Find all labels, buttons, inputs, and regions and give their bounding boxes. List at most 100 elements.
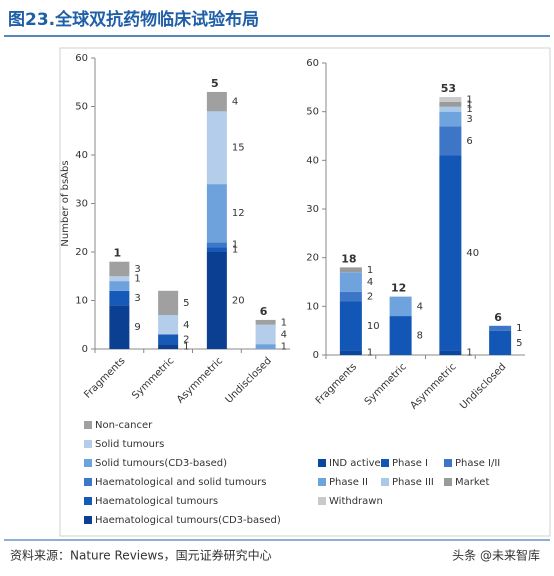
total-label: 53 bbox=[441, 82, 456, 95]
bar-segment bbox=[389, 296, 412, 317]
value-label: 9 bbox=[134, 322, 140, 333]
bar-segment bbox=[389, 316, 412, 355]
value-label: 1 bbox=[367, 348, 373, 359]
legend-label: Phase I bbox=[392, 458, 428, 469]
bar-segment bbox=[439, 111, 462, 127]
legend-label: Phase I/II bbox=[455, 458, 500, 469]
bar-segment bbox=[206, 242, 227, 248]
x-tick-label: Undisclosed bbox=[458, 361, 508, 411]
legend-swatch bbox=[318, 478, 326, 486]
value-label: 2 bbox=[183, 334, 189, 345]
bar-segment bbox=[158, 344, 179, 349]
value-label: 1 bbox=[466, 95, 472, 106]
legend-swatch bbox=[84, 478, 92, 486]
bar-segment bbox=[255, 344, 276, 349]
y-tick-label: 10 bbox=[75, 296, 88, 307]
total-label: 1 bbox=[114, 247, 122, 260]
bar-segment bbox=[206, 184, 227, 243]
y-tick-label: 20 bbox=[75, 247, 88, 258]
y-tick-label: 0 bbox=[313, 350, 319, 361]
value-label: 1 bbox=[134, 274, 140, 285]
x-tick-label: Fragments bbox=[314, 361, 359, 406]
value-label: 1 bbox=[281, 342, 287, 353]
legend-label: Solid tumours bbox=[95, 439, 164, 450]
legend-label: Market bbox=[455, 477, 489, 488]
value-label: 8 bbox=[417, 331, 423, 342]
bar-segment bbox=[339, 350, 362, 355]
legend-label: Withdrawn bbox=[329, 496, 383, 507]
legend-label: IND active bbox=[329, 458, 381, 469]
x-tick-label: Fragments bbox=[82, 355, 127, 400]
total-label: 6 bbox=[260, 305, 268, 318]
legend-label: Phase II bbox=[329, 477, 368, 488]
value-label: 5 bbox=[516, 338, 522, 349]
y-tick-label: 0 bbox=[82, 344, 88, 355]
source: 资料来源：Nature Reviews，国元证券研究中心 bbox=[10, 548, 272, 563]
x-tick-label: Asymmetric bbox=[175, 355, 225, 405]
frame bbox=[59, 47, 551, 537]
legend-swatch bbox=[381, 459, 389, 467]
legend-swatch bbox=[84, 459, 92, 467]
legend-label: Phase III bbox=[392, 477, 434, 488]
bar-segment bbox=[206, 252, 227, 349]
bar-segment bbox=[206, 111, 227, 185]
total-label: 12 bbox=[391, 282, 406, 295]
legend-swatch bbox=[84, 497, 92, 505]
legend-label: Haematological and solid tumours bbox=[95, 477, 267, 488]
bar-segment bbox=[439, 155, 462, 351]
value-label: 15 bbox=[232, 143, 245, 154]
value-label: 4 bbox=[281, 329, 287, 340]
bar-segment bbox=[339, 272, 362, 292]
bar-segment bbox=[339, 267, 362, 273]
x-tick-label: Symmetric bbox=[363, 361, 409, 407]
bar-segment bbox=[439, 97, 462, 102]
legend-swatch bbox=[318, 459, 326, 467]
value-label: 1 bbox=[281, 317, 287, 328]
value-label: 40 bbox=[466, 248, 479, 259]
watermark: 头条 @未来智库 bbox=[452, 548, 540, 563]
bar-segment bbox=[109, 290, 130, 306]
value-label: 4 bbox=[232, 97, 238, 108]
x-tick-label: Asymmetric bbox=[408, 361, 458, 411]
value-label: 6 bbox=[466, 136, 472, 147]
bar-segment bbox=[109, 261, 130, 277]
legend-label: Haematological tumours bbox=[95, 496, 218, 507]
value-label: 1 bbox=[466, 104, 472, 115]
value-label: 1 bbox=[466, 348, 472, 359]
page-title: 图23.全球双抗药物临床试验布局 bbox=[8, 9, 259, 30]
bar-segment bbox=[158, 334, 179, 345]
bar-segment bbox=[109, 305, 130, 349]
y-tick-label: 20 bbox=[306, 253, 319, 264]
bar-segment bbox=[109, 281, 130, 291]
legend-label: Haematological tumours(CD3-based) bbox=[95, 515, 281, 526]
x-tick-label: Symmetric bbox=[130, 355, 176, 401]
total-label: 5 bbox=[211, 77, 219, 90]
bar-segment bbox=[339, 301, 362, 351]
value-label: 3 bbox=[466, 114, 472, 125]
value-label: 5 bbox=[183, 298, 189, 309]
value-label: 12 bbox=[232, 208, 245, 219]
bar-segment bbox=[109, 276, 130, 282]
total-label: 6 bbox=[494, 311, 502, 324]
y-axis-label: Number of bsAbs bbox=[60, 160, 71, 246]
legend-swatch bbox=[381, 478, 389, 486]
value-label: 1 bbox=[367, 265, 373, 276]
bar-segment bbox=[439, 350, 462, 355]
bar-segment bbox=[158, 315, 179, 335]
value-label: 2 bbox=[367, 292, 373, 303]
value-label: 3 bbox=[134, 264, 140, 275]
y-tick-label: 30 bbox=[75, 199, 88, 210]
value-label: 1 bbox=[232, 245, 238, 256]
value-label: 1 bbox=[516, 323, 522, 334]
value-label: 10 bbox=[367, 321, 380, 332]
bar-segment bbox=[255, 319, 276, 325]
legend-swatch bbox=[318, 497, 326, 505]
legend-label: Non-cancer bbox=[95, 420, 153, 431]
y-tick-label: 10 bbox=[306, 301, 319, 312]
legend-swatch bbox=[84, 516, 92, 524]
bar-segment bbox=[206, 247, 227, 252]
legend-swatch bbox=[84, 421, 92, 429]
bar-segment bbox=[489, 325, 512, 331]
y-tick-label: 50 bbox=[75, 102, 88, 113]
